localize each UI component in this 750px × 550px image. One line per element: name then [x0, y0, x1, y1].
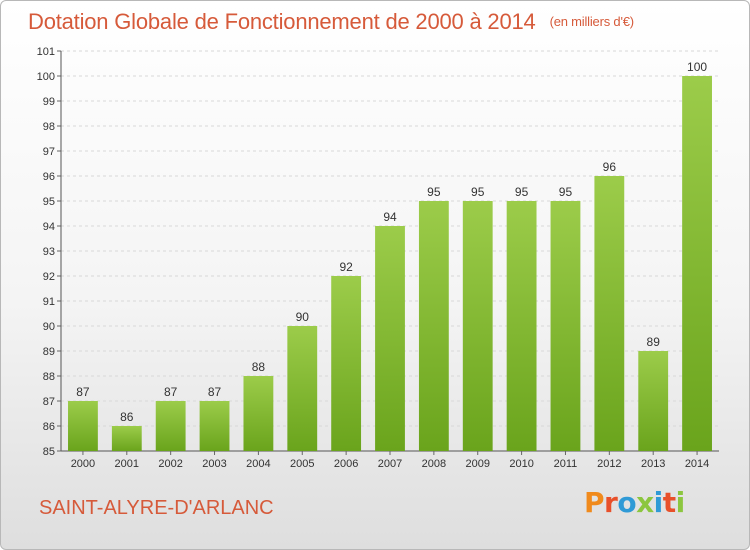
bar-2001 [111, 426, 142, 451]
chart-unit: (en milliers d'€) [549, 14, 635, 29]
bar-value-label: 87 [208, 385, 222, 399]
chart-title: Dotation Globale de Fonctionnement de 20… [28, 9, 634, 35]
bar-value-label: 86 [120, 410, 134, 424]
bar-value-label: 95 [559, 185, 573, 199]
x-tick-label: 2002 [158, 458, 182, 470]
bar-value-label: 95 [427, 185, 441, 199]
x-tick-label: 2007 [378, 458, 402, 470]
y-tick-label: 93 [43, 246, 55, 258]
bar-value-label: 100 [687, 60, 707, 74]
logo-letter: t [662, 486, 676, 519]
y-tick-label: 98 [43, 121, 55, 133]
y-tick-label: 92 [43, 271, 55, 283]
y-tick-label: 89 [43, 346, 55, 358]
bar-2008 [418, 201, 449, 451]
bar-2010 [506, 201, 537, 451]
bar-2003 [199, 401, 230, 451]
x-tick-label: 2006 [334, 458, 358, 470]
bar-2009 [462, 201, 493, 451]
x-tick-label: 2010 [509, 458, 533, 470]
bar-value-label: 88 [252, 360, 266, 374]
y-tick-label: 87 [43, 396, 55, 408]
bar-value-label: 89 [647, 335, 661, 349]
bar-value-label: 94 [383, 210, 397, 224]
logo-letter: P [584, 486, 605, 519]
bar-value-label: 95 [471, 185, 485, 199]
chart-title-text: Dotation Globale de Fonctionnement de 20… [28, 9, 536, 34]
y-tick-label: 100 [37, 71, 55, 83]
bar-2005 [287, 326, 318, 451]
bar-value-label: 92 [339, 260, 353, 274]
city-name: SAINT-ALYRE-D'ARLANC [39, 497, 274, 519]
bar-2013 [638, 351, 669, 451]
logo-letter: o [617, 486, 637, 519]
x-tick-label: 2004 [246, 458, 270, 470]
x-tick-label: 2003 [202, 458, 226, 470]
bar-2004 [243, 376, 274, 451]
y-tick-label: 99 [43, 96, 55, 108]
bar-2006 [331, 276, 362, 451]
bar-value-label: 96 [603, 160, 617, 174]
y-tick-label: 90 [43, 321, 55, 333]
bar-2012 [594, 176, 625, 451]
bar-2014 [682, 76, 712, 451]
bar-2002 [155, 401, 186, 451]
x-tick-label: 2014 [685, 458, 709, 470]
y-tick-label: 85 [43, 446, 55, 458]
x-tick-label: 2001 [115, 458, 139, 470]
x-tick-label: 2012 [597, 458, 621, 470]
bar-2007 [375, 226, 405, 451]
logo-letter: r [604, 486, 618, 519]
y-tick-label: 97 [43, 146, 55, 158]
y-tick-label: 101 [37, 46, 55, 58]
bar-2011 [550, 201, 581, 451]
logo-letter: x [636, 486, 654, 519]
y-tick-label: 95 [43, 196, 55, 208]
y-tick-label: 96 [43, 171, 55, 183]
x-tick-label: 2008 [422, 458, 446, 470]
x-tick-label: 2011 [554, 458, 578, 470]
bar-value-label: 95 [515, 185, 529, 199]
logo-letter: i [675, 486, 686, 519]
y-tick-label: 94 [43, 221, 55, 233]
bar-value-label: 87 [164, 385, 178, 399]
bar-2000 [68, 401, 98, 451]
logo-letter: i [653, 486, 664, 519]
x-tick-label: 2013 [641, 458, 665, 470]
x-tick-label: 2000 [71, 458, 95, 470]
bar-value-label: 87 [76, 385, 90, 399]
x-tick-label: 2009 [465, 458, 489, 470]
y-tick-label: 88 [43, 371, 55, 383]
proxiti-logo: Proxiti [584, 486, 685, 519]
y-tick-label: 86 [43, 421, 55, 433]
bar-value-label: 90 [296, 310, 310, 324]
y-tick-label: 91 [43, 296, 55, 308]
x-tick-label: 2005 [290, 458, 314, 470]
